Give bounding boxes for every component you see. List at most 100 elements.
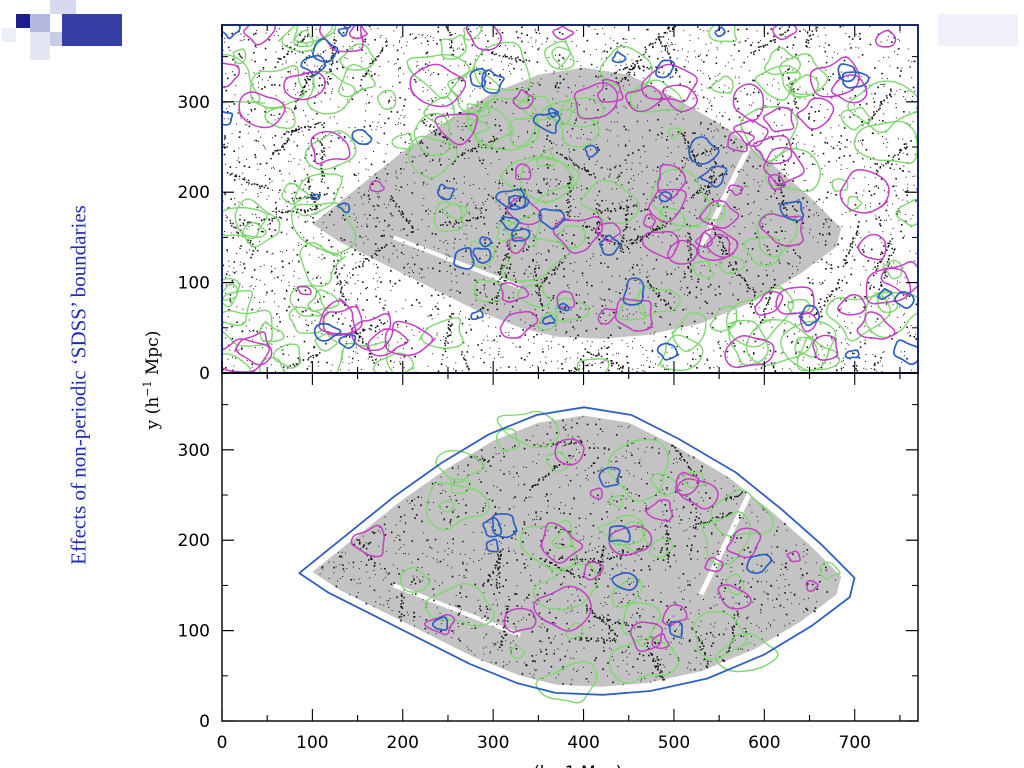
galaxy-point (808, 282, 811, 284)
galaxy-point (620, 245, 623, 248)
galaxy-point (465, 250, 467, 253)
galaxy-point (265, 327, 267, 329)
galaxy-point (236, 123, 238, 125)
galaxy-point (551, 143, 552, 144)
galaxy-point (644, 322, 646, 324)
galaxy-point (330, 272, 332, 274)
galaxy-point (688, 187, 690, 189)
galaxy-point (357, 352, 359, 354)
galaxy-point (552, 336, 554, 338)
galaxy-point (485, 46, 487, 48)
galaxy-point (859, 103, 861, 106)
galaxy-point (870, 159, 872, 160)
galaxy-point (639, 226, 641, 228)
galaxy-point (783, 304, 786, 306)
galaxy-point (616, 361, 618, 364)
galaxy-point (687, 159, 689, 161)
galaxy-point (808, 215, 810, 218)
galaxy-point (484, 352, 486, 354)
galaxy-point (529, 325, 531, 326)
galaxy-point (279, 250, 281, 252)
galaxy-point (310, 216, 312, 218)
galaxy-point (263, 146, 265, 148)
galaxy-point (311, 321, 313, 323)
galaxy-point (773, 362, 776, 364)
galaxy-point (753, 352, 755, 355)
galaxy-point (364, 40, 366, 43)
galaxy-point (420, 277, 422, 279)
galaxy-point (807, 277, 810, 279)
galaxy-point (718, 340, 720, 342)
galaxy-point (224, 135, 226, 137)
galaxy-point (813, 214, 815, 216)
galaxy-point (595, 327, 598, 330)
galaxy-point (734, 261, 737, 263)
galaxy-point (903, 355, 905, 357)
galaxy-point (246, 360, 248, 362)
galaxy-point (594, 363, 596, 364)
galaxy-point (357, 333, 359, 335)
galaxy-point (681, 287, 683, 289)
galaxy-point (228, 265, 230, 267)
galaxy-point (361, 49, 363, 51)
galaxy-point (487, 340, 489, 342)
galaxy-point (469, 30, 472, 33)
galaxy-point (385, 180, 387, 182)
galaxy-point (856, 152, 858, 154)
galaxy-point (590, 345, 592, 347)
galaxy-point (733, 166, 735, 168)
galaxy-point (873, 286, 875, 289)
galaxy-point (552, 297, 554, 300)
galaxy-point (348, 127, 350, 129)
galaxy-point (282, 47, 284, 50)
galaxy-point (741, 276, 743, 279)
galaxy-point (879, 223, 881, 225)
galaxy-point (901, 169, 903, 171)
galaxy-point (525, 269, 527, 271)
galaxy-point (295, 68, 297, 70)
galaxy-point (616, 188, 618, 190)
galaxy-point (472, 90, 474, 92)
galaxy-point (232, 356, 233, 358)
galaxy-point (775, 231, 778, 234)
galaxy-point (796, 221, 798, 224)
galaxy-point (504, 272, 506, 274)
galaxy-point (395, 170, 397, 172)
galaxy-point (577, 334, 579, 337)
galaxy-point (573, 339, 575, 341)
galaxy-point (648, 68, 650, 70)
galaxy-point (703, 265, 705, 267)
galaxy-point (333, 260, 335, 262)
galaxy-point (295, 94, 297, 96)
galaxy-point (439, 189, 441, 191)
galaxy-point (888, 254, 890, 257)
galaxy-point (625, 162, 627, 164)
galaxy-point (379, 66, 381, 67)
galaxy-point (754, 201, 755, 202)
galaxy-point (796, 266, 798, 267)
galaxy-point (783, 395, 785, 397)
galaxy-point (625, 218, 627, 220)
galaxy-point (369, 124, 371, 126)
galaxy-point (449, 43, 450, 45)
galaxy-point (652, 169, 654, 171)
galaxy-point (333, 116, 335, 118)
galaxy-point (640, 258, 642, 260)
galaxy-point (484, 188, 486, 190)
galaxy-point (434, 213, 436, 214)
galaxy-point (844, 146, 846, 148)
galaxy-point (232, 369, 234, 372)
galaxy-point (530, 115, 532, 117)
galaxy-point (482, 143, 485, 146)
galaxy-point (897, 210, 899, 212)
galaxy-point (538, 191, 539, 193)
galaxy-point (552, 295, 555, 297)
galaxy-point (444, 87, 446, 89)
galaxy-point (732, 293, 734, 295)
galaxy-point (778, 108, 781, 111)
galaxy-point (263, 301, 265, 303)
galaxy-point (403, 168, 405, 170)
galaxy-point (242, 378, 244, 380)
galaxy-point (476, 294, 478, 296)
galaxy-point (494, 357, 495, 359)
